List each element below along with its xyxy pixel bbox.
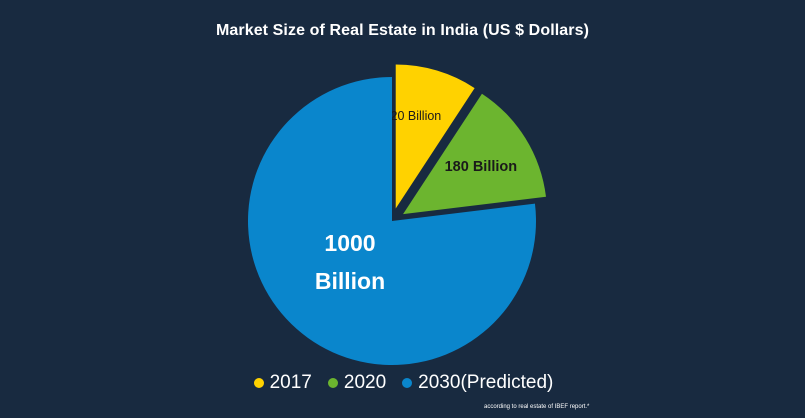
- data-label-2030-predicted: 1000 Billion: [315, 230, 385, 294]
- legend-swatch-2030-predicted: [402, 378, 413, 388]
- legend-label-2030-predicted: 2030(Predicted): [418, 372, 554, 393]
- legend-swatch-2017: [253, 378, 264, 388]
- source-footnote: according to real estate of IBEF report.…: [484, 404, 590, 410]
- data-label-2017: 120 Billion: [384, 109, 442, 123]
- chart-title: Market Size of Real Estate in India (US …: [215, 22, 590, 39]
- pie-slice-2020: [403, 93, 546, 215]
- legend-item-2030-predicted: 2030(Predicted): [402, 372, 553, 394]
- legend-swatch-2020: [327, 378, 338, 388]
- legend-item-2020: 2020: [327, 372, 387, 394]
- legend-label-2017: 2017: [269, 372, 312, 393]
- data-label-2020: 180 Billion: [445, 159, 518, 175]
- legend-item-2017: 2017: [253, 372, 312, 394]
- legend-label-2020: 2020: [343, 372, 387, 393]
- chart-legend: 2017 2020 2030(Predicted): [0, 372, 805, 394]
- pie-slice-2030-predicted: [247, 77, 536, 365]
- pie-slice-2017: [395, 64, 475, 209]
